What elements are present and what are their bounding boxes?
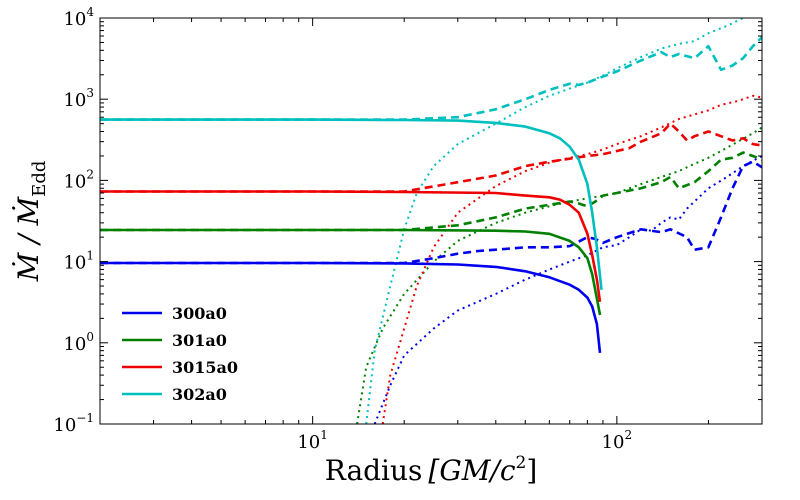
- x-tick-label: 101: [297, 428, 328, 453]
- legend-label-302a0: 302a0: [172, 385, 227, 404]
- y-axis-title-main: Ṁ / Ṁ: [12, 195, 45, 282]
- series-300a0-dashed-line: [100, 160, 762, 265]
- series-302a0-dashed-line: [100, 36, 762, 121]
- legend-label-301a0: 301a0: [172, 331, 227, 350]
- x-axis-title-math: [GM/c: [428, 454, 515, 487]
- y-axis-title-sub: Edd: [29, 161, 50, 197]
- series-3015a0-solid-line: [100, 190, 602, 302]
- series-3015a0-dashed-line: [100, 122, 762, 193]
- legend: 300a0 301a0 3015a0 302a0: [122, 304, 238, 404]
- x-tick-label: 102: [602, 428, 633, 453]
- x-axis-title-prefix: Radius: [325, 454, 423, 487]
- plot-background: [100, 18, 762, 424]
- legend-label-300a0: 300a0: [172, 304, 227, 323]
- series-3015a0-dotted-line: [381, 94, 762, 424]
- series-301a0-dashed-line: [100, 151, 762, 232]
- series-300a0-solid-line: [100, 261, 602, 354]
- series-302a0-dotted-line: [365, 18, 745, 424]
- x-axis-title: Radius [GM/c2]: [325, 453, 538, 487]
- y-axis-title: Ṁ / ṀEdd: [12, 161, 50, 283]
- series-300a0-dotted-line: [373, 155, 762, 424]
- series-layer: [100, 18, 762, 424]
- y-tick-label: 104: [63, 5, 94, 30]
- y-tick-label: 10−1: [53, 411, 94, 436]
- y-tick-label: 103: [63, 86, 94, 111]
- x-axis-title-end: ]: [526, 454, 537, 487]
- series-302a0-solid-line: [100, 118, 603, 290]
- tick-label-layer: 10−1 100 101 102 103 104 101 102: [53, 5, 632, 453]
- y-tick-label: 100: [63, 330, 94, 355]
- y-tick-label: 102: [63, 167, 94, 192]
- x-axis-title-exponent: 2: [516, 453, 527, 473]
- series-301a0-solid-line: [100, 228, 602, 316]
- y-tick-label: 101: [63, 249, 94, 274]
- legend-label-3015a0: 3015a0: [172, 358, 238, 377]
- tick-layer: [99, 17, 763, 425]
- plot-frame: [99, 17, 763, 425]
